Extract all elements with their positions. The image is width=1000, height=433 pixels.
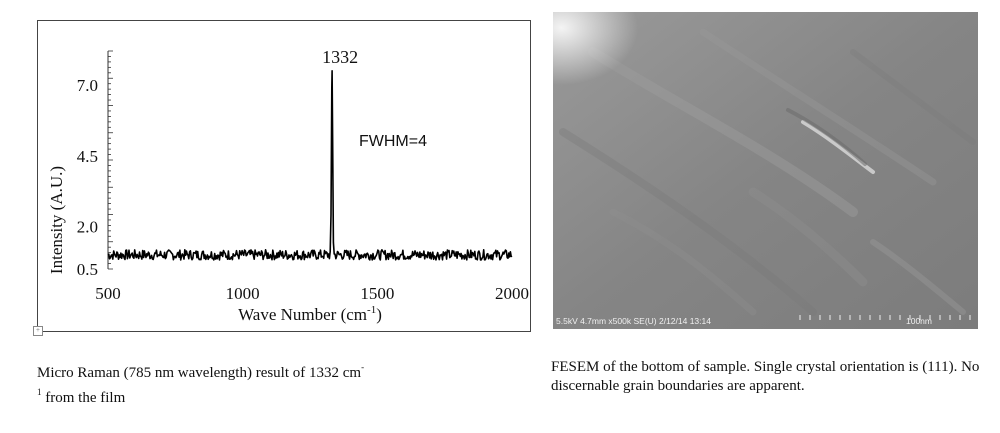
y-axis-label: Intensity (A.U.)	[47, 166, 66, 274]
x-tick-label: 1000	[226, 284, 260, 303]
fesem-caption: FESEM of the bottom of sample. Single cr…	[551, 359, 980, 394]
sem-info-bar: 5.5kV 4.7mm x500k SE(U) 2/12/14 13:14 10…	[553, 313, 978, 329]
fwhm-annotation: FWHM=4	[359, 133, 427, 150]
y-tick-label: 0.5	[77, 260, 98, 279]
y-tick-label: 4.5	[77, 147, 98, 166]
raman-plot: 0.5 2.0 4.5 7.0 500 1000 1500 2000 1332 FWHM=4 Wav…	[47, 47, 529, 324]
x-tick-label: 1500	[360, 284, 394, 303]
sem-info-text: 5.5kV 4.7mm x500k SE(U) 2/12/14 13:14	[556, 316, 711, 326]
sem-scale-ticks	[799, 315, 971, 320]
raman-caption-sup-one: 1	[37, 387, 42, 397]
fesem-image: 5.5kV 4.7mm x500k SE(U) 2/12/14 13:14 10…	[553, 12, 978, 329]
raman-spectrum-line	[107, 70, 513, 261]
x-tick-label: 500	[95, 284, 121, 303]
raman-caption: Micro Raman (785 nm wavelength) result o…	[37, 358, 517, 408]
raman-caption-tail: from the film	[41, 390, 126, 406]
x-axis-label: Wave Number (cm-1)	[238, 304, 382, 324]
chart-resize-icon[interactable]: +	[33, 326, 43, 336]
peak-label: 1332	[322, 47, 358, 67]
y-tick-label: 7.0	[77, 76, 98, 95]
raman-chart: 0.5 2.0 4.5 7.0 500 1000 1500 2000 1332 FWHM=4 Wav…	[33, 20, 531, 336]
raman-caption-sup-dash: -	[361, 362, 365, 372]
sem-scale-label: 100nm	[906, 316, 932, 326]
raman-caption-main: Micro Raman (785 nm wavelength) result o…	[37, 365, 362, 381]
y-tick-label: 2.0	[77, 218, 98, 237]
x-tick-label: 2000	[495, 284, 529, 303]
sem-texture	[553, 12, 978, 329]
